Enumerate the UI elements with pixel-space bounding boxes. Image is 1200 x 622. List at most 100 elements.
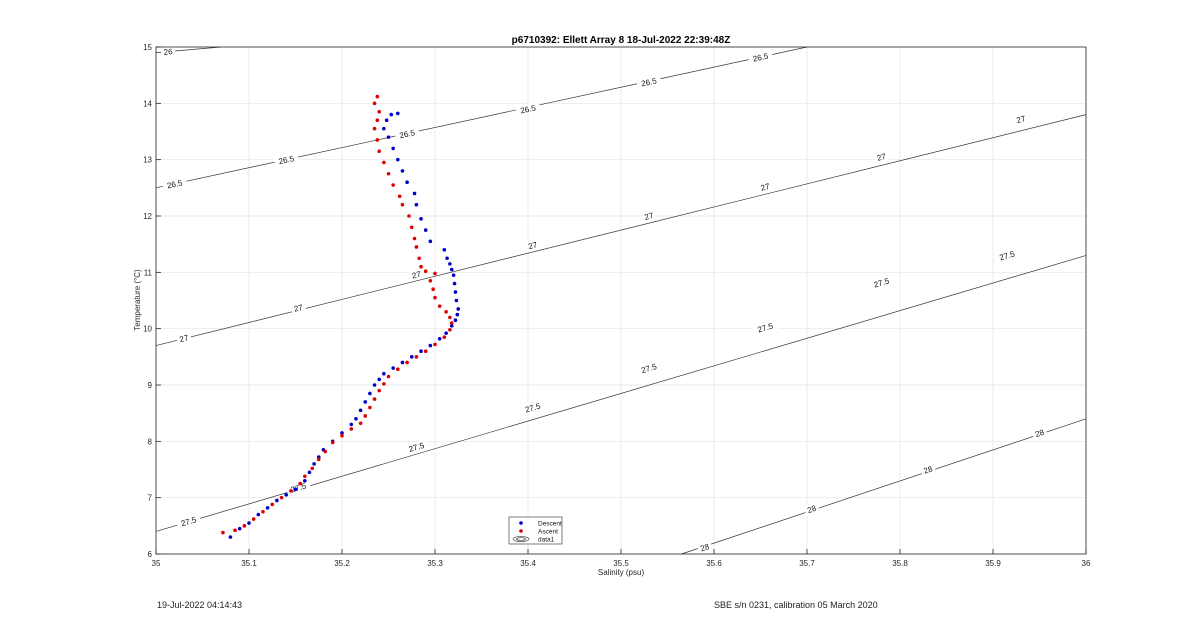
ascent-point (396, 367, 400, 372)
contour-label: 27.5 (519, 399, 546, 416)
contour-label: 28 (696, 540, 713, 555)
ascent-point (251, 517, 256, 521)
x-tick-label: 35.4 (520, 559, 536, 568)
svg-text:27: 27 (1016, 114, 1027, 125)
svg-text:27: 27 (293, 303, 304, 314)
descent-point (419, 217, 423, 221)
ascent-point (289, 489, 293, 493)
svg-text:27.5: 27.5 (290, 481, 308, 494)
ascent-point (433, 342, 437, 347)
ascent-point (372, 101, 377, 106)
svg-text:27.5: 27.5 (998, 249, 1016, 262)
ascent-point (316, 457, 321, 462)
y-tick-label: 10 (143, 325, 152, 334)
svg-text:26.5: 26.5 (278, 154, 296, 166)
contour-label: 28 (1031, 425, 1048, 440)
legend-box (508, 516, 563, 545)
contour-line (155, 46, 808, 189)
ascent-point (242, 524, 247, 528)
x-tick-label: 35.6 (706, 559, 722, 568)
x-tick-label: 35.3 (427, 559, 443, 568)
ascent-point (386, 374, 391, 379)
ascent-point (377, 109, 382, 114)
contour-label: 27 (757, 180, 774, 194)
descent-point (449, 324, 454, 328)
descent-point (455, 312, 460, 317)
descent-point (386, 135, 391, 139)
legend-label: Ascent (538, 529, 558, 536)
descent-point (400, 169, 405, 173)
ascent-point (433, 295, 437, 300)
descent-point (419, 349, 423, 354)
footer-timestamp: 19-Jul-2022 04:14:43 (157, 600, 243, 610)
contour-label: 27 (175, 331, 192, 345)
svg-text:28: 28 (922, 464, 934, 476)
descent-point (400, 360, 405, 365)
ascent-point (377, 388, 382, 393)
legend-label: Descent (538, 521, 562, 528)
svg-text:27.5: 27.5 (873, 276, 891, 289)
ascent-point (270, 502, 275, 507)
x-tick-label: 36 (1082, 559, 1091, 568)
ascent-point (279, 495, 284, 500)
ascent-point (221, 530, 225, 535)
descent-point (382, 126, 386, 131)
y-tick-label: 8 (148, 437, 153, 446)
descent-point (437, 337, 442, 341)
ascent-point (382, 160, 386, 165)
x-tick-label: 35.7 (799, 559, 815, 568)
y-axis: 6 7 8 9 10 11 12 13 14 15 (143, 43, 161, 559)
contour-label: 27.5 (635, 359, 662, 377)
ascent-point (372, 397, 377, 401)
contour-label: 26.5 (515, 101, 541, 117)
ascent-point (375, 94, 380, 99)
ascent-point (444, 309, 448, 314)
ascent-point (363, 414, 368, 418)
legend-label: data1 (538, 537, 555, 544)
svg-text:26: 26 (163, 47, 173, 57)
svg-text:28: 28 (1034, 428, 1046, 440)
ascent-point (448, 327, 452, 332)
descent-point (382, 371, 386, 376)
svg-text:27.5: 27.5 (524, 401, 542, 414)
descent-point (414, 202, 419, 207)
descent-point (372, 383, 377, 387)
descent-point (453, 318, 458, 323)
contour-label: 27 (873, 150, 890, 164)
svg-text:28: 28 (806, 504, 818, 516)
svg-text:26.5: 26.5 (166, 178, 184, 190)
svg-text:27.5: 27.5 (408, 441, 426, 454)
x-tick-label: 35.9 (985, 559, 1001, 568)
ascent-point (428, 278, 433, 283)
descent-point (451, 273, 456, 277)
contour-label: 27.5 (868, 274, 895, 291)
descent-point (293, 487, 298, 492)
x-tick-label: 35 (152, 559, 161, 568)
legend-contour-marker (512, 536, 530, 542)
ascent-point (397, 194, 402, 199)
descent-point (428, 239, 433, 244)
data-series (221, 94, 461, 539)
descent-point (228, 535, 233, 539)
ascent-point (419, 264, 423, 269)
contour-label: 26.5 (636, 74, 662, 90)
contour-label: 27 (524, 238, 541, 252)
ascent-point (449, 321, 454, 325)
contour-line (155, 114, 1087, 346)
x-axis-label: Salinity (psu) (598, 568, 645, 577)
descent-point (448, 262, 452, 266)
ascent-point (303, 474, 307, 479)
ascent-point (433, 271, 437, 276)
descent-point (405, 180, 409, 184)
y-tick-label: 11 (144, 268, 153, 277)
svg-text:27.5: 27.5 (757, 321, 775, 334)
contour-label: 26.5 (747, 49, 774, 65)
density-contours: 26 26.5 26.5 26.5 26.5 26.5 26.5 27 27 27 27 27 27 27… (155, 45, 1087, 555)
ascent-point (414, 355, 419, 359)
svg-text:26.5: 26.5 (520, 103, 538, 115)
descent-point (444, 331, 448, 335)
svg-text:27: 27 (760, 182, 771, 193)
ascent-point (372, 126, 377, 131)
descent-point (442, 248, 447, 252)
